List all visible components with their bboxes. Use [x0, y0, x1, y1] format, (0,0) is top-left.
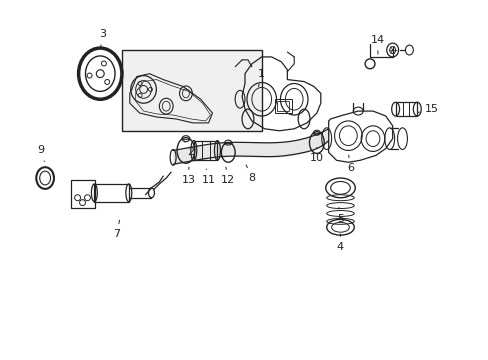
Text: 5: 5 [336, 207, 343, 224]
Bar [94, 184, 128, 202]
Text: 12: 12 [221, 167, 235, 185]
Text: 11: 11 [201, 169, 215, 185]
Bar [395, 102, 416, 116]
Text: 2: 2 [184, 141, 194, 157]
Text: 10: 10 [309, 147, 323, 163]
Text: 13: 13 [182, 167, 196, 185]
Bar [193, 141, 217, 160]
Text: 15: 15 [417, 104, 438, 114]
Text: 3: 3 [99, 29, 105, 49]
Text: 9: 9 [38, 145, 45, 162]
Text: 4: 4 [336, 234, 344, 252]
Text: 1: 1 [258, 69, 264, 87]
Text: 6: 6 [346, 155, 353, 173]
Bar [274, 99, 292, 113]
Text: 14: 14 [370, 35, 384, 54]
Bar [71, 180, 95, 208]
Bar [122, 50, 261, 131]
Bar [277, 101, 289, 111]
Text: 8: 8 [245, 165, 255, 183]
Text: 7: 7 [113, 220, 121, 239]
